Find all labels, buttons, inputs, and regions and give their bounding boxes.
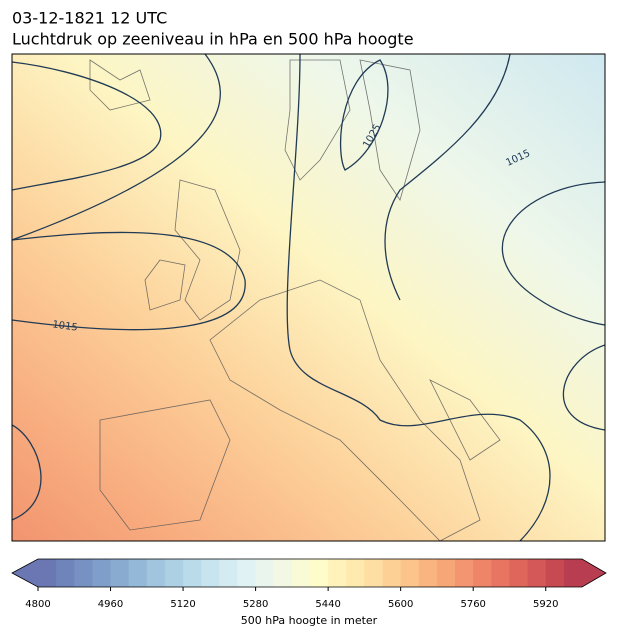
colorbar-band <box>56 559 75 587</box>
colorbar-band <box>164 559 184 587</box>
colorbar: 4800 4960 5120 5280 5440 5600 5760 5920 <box>11 558 607 610</box>
colorbar-tick-label: 5280 <box>243 599 268 610</box>
colorbar-tick-label: 4800 <box>25 599 50 610</box>
colorbar-band <box>128 559 148 587</box>
colorbar-band <box>418 559 438 587</box>
colorbar-tick-label: 5120 <box>170 599 195 610</box>
colorbar-band <box>146 559 166 587</box>
colorbar-band <box>436 559 456 587</box>
colorbar-band <box>92 559 112 587</box>
colorbar-tick-label: 5600 <box>388 599 413 610</box>
colorbar-band <box>255 559 275 587</box>
title-description: Luchtdruk op zeeniveau in hPa en 500 hPa… <box>12 30 414 49</box>
colorbar-outline <box>11 558 607 588</box>
colorbar-band <box>455 559 474 587</box>
colorbar-band <box>328 559 347 587</box>
colorbar-band <box>400 559 420 587</box>
colorbar-band <box>38 559 57 587</box>
colorbar-band <box>527 559 547 587</box>
colorbar-band <box>74 559 93 587</box>
colorbar-extend-low <box>12 559 38 587</box>
colorbar-tick-label: 5440 <box>315 599 340 610</box>
colorbar-band <box>310 559 329 587</box>
colorbar-band <box>563 559 583 587</box>
colorbar-band <box>473 559 492 587</box>
colorbar-band <box>382 559 402 587</box>
colorbar-band <box>509 559 529 587</box>
colorbar-band <box>201 559 220 587</box>
colorbar-label: 500 hPa hoogte in meter <box>241 614 378 627</box>
contour-label: 1015 <box>52 319 79 333</box>
colorbar-tick-label: 5920 <box>533 599 558 610</box>
colorbar-band <box>291 559 311 587</box>
colorbar-tick-label: 5760 <box>460 599 485 610</box>
colorbar-band <box>183 559 202 587</box>
title-date: 03-12-1821 12 UTC <box>12 9 167 28</box>
map-frame <box>11 53 606 542</box>
colorbar-band <box>237 559 257 587</box>
colorbar-band <box>491 559 510 587</box>
colorbar-band <box>346 559 365 587</box>
colorbar-tick-label: 4960 <box>98 599 123 610</box>
colorbar-extend-high <box>582 559 606 587</box>
colorbar-band <box>273 559 293 587</box>
colorbar-band <box>219 559 238 587</box>
map: 1025 1015 1015 <box>12 54 605 541</box>
colorbar-band <box>364 559 384 587</box>
colorbar-band <box>110 559 130 587</box>
colorbar-band <box>545 559 565 587</box>
